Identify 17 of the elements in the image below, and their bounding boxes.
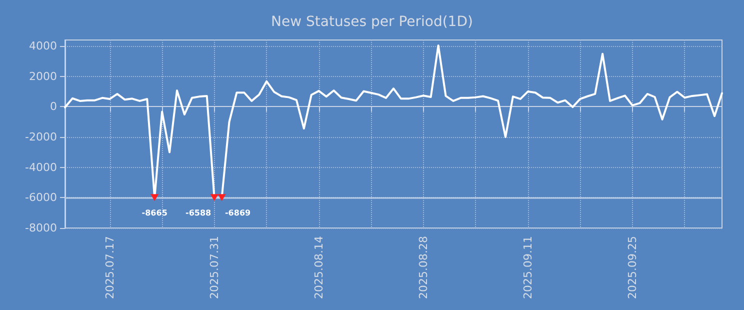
x-tick-label: 2025.08.28 [416,236,430,299]
annotation: -8665 [142,208,168,218]
x-tick-label: 2025.09.11 [521,236,534,299]
y-tick-label: -6000 [25,191,57,204]
y-tick-label: 0 [50,100,57,114]
x-tick-label: 2025.07.17 [103,236,116,299]
y-tick-label: -8000 [25,222,57,234]
y-tick-label: 4000 [29,40,57,53]
x-tick-label: 2025.07.31 [208,236,221,299]
y-tick-label: -4000 [25,160,57,174]
y-tick-label: 2000 [29,70,57,83]
x-tick-label: 2025.09.25 [626,236,639,299]
chart-title: New Statuses per Period(1D) [271,14,473,30]
y-tick-label: -2000 [25,130,57,144]
annotation: -6869 [224,208,252,218]
x-tick-label: 2025.08.14 [312,236,326,299]
annotation: -6588 [186,208,212,218]
